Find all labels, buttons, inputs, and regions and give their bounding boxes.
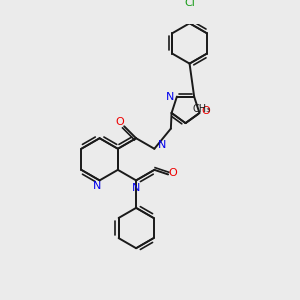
- Text: O: O: [115, 117, 124, 127]
- Text: N: N: [93, 181, 101, 191]
- Text: O: O: [202, 106, 210, 116]
- Text: O: O: [168, 168, 177, 178]
- Text: N: N: [166, 92, 175, 102]
- Text: N: N: [132, 183, 140, 193]
- Text: Cl: Cl: [184, 0, 195, 8]
- Text: N: N: [158, 140, 166, 150]
- Text: CH₃: CH₃: [193, 104, 211, 114]
